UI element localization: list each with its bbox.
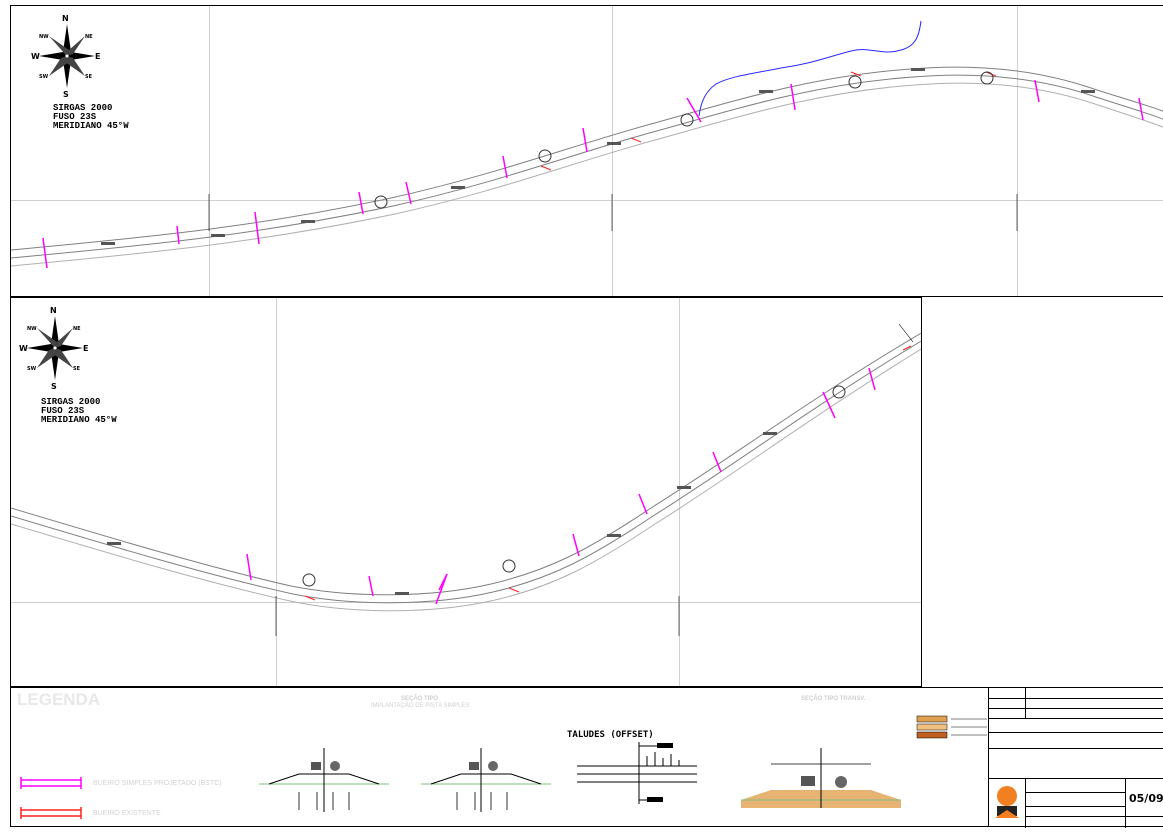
cross-section-1	[259, 748, 389, 812]
datum-line: MERIDIANO 45°W	[53, 121, 129, 131]
compass-west-label: W	[19, 344, 28, 353]
legend-label-culvert-existing: BUEIRO EXISTENTE	[93, 810, 161, 817]
compass-se-label: SE	[73, 366, 81, 372]
legend-panel: LEGENDA BUEIRO SIMPLES PROJETADO (BSTC) …	[10, 687, 1163, 827]
grid-line	[11, 602, 921, 603]
plan-panel-top: N S W E NW NE SW SE SIRGAS 2000 FUSO 23S…	[10, 5, 1163, 297]
compass-nw-label: NW	[39, 34, 49, 40]
datum-line: MERIDIANO 45°W	[41, 415, 117, 425]
compass-ne-label: NE	[73, 326, 81, 332]
north-arrow-compass: N S W E NW NE SW SE	[19, 304, 89, 394]
cross-section-detail	[741, 748, 901, 808]
secao-tipo-title: SEÇÃO TIPO	[401, 696, 439, 702]
culvert-existing-symbol-icon	[20, 807, 82, 819]
legend-label-culvert-projected: BUEIRO SIMPLES PROJETADO (BSTC)	[93, 780, 222, 787]
compass-rose-icon	[27, 316, 83, 380]
datum-line: FUSO 23S	[53, 112, 97, 122]
talude-offset-diagram	[577, 742, 697, 804]
datum-line: SIRGAS 2000	[53, 103, 113, 113]
compass-north-label: N	[50, 306, 57, 315]
grid-line	[1017, 6, 1018, 296]
plan-panel-bottom: N S W E NW NE SW SE SIRGAS 2000 FUSO 23S…	[10, 297, 922, 687]
datum-line: SIRGAS 2000	[41, 397, 101, 407]
compass-nw-label: NW	[27, 326, 37, 332]
grid-line	[612, 6, 613, 296]
compass-east-label: E	[83, 344, 89, 353]
secao-tipo-subtitle: IMPLANTAÇÃO DE PISTA SIMPLES	[371, 703, 470, 709]
pavement-layers-icon	[916, 715, 987, 739]
compass-south-label: S	[63, 90, 69, 99]
compass-north-label: N	[62, 14, 69, 23]
datum-line: FUSO 23S	[41, 406, 85, 416]
culvert-projected-symbol-icon	[20, 777, 82, 789]
datum-label-bottom: SIRGAS 2000 FUSO 23S MERIDIANO 45°W	[41, 398, 117, 425]
north-arrow-compass: N S W E NW NE SW SE	[31, 12, 101, 102]
compass-rose-icon	[39, 24, 95, 88]
compass-sw-label: SW	[39, 74, 49, 80]
legend-title: LEGENDA	[17, 690, 101, 709]
grid-line	[679, 298, 680, 686]
datum-label-top: SIRGAS 2000 FUSO 23S MERIDIANO 45°W	[53, 104, 129, 131]
title-block-rows	[989, 688, 1163, 734]
secao-transversal-title: SEÇÃO TIPO TRANSV.	[801, 696, 866, 702]
cross-section-2	[421, 748, 551, 812]
compass-east-label: E	[95, 52, 101, 61]
sheet-number: 05/09	[1129, 792, 1163, 805]
title-block: 05/09	[988, 687, 1163, 828]
grid-line	[209, 6, 210, 296]
road-plan-top	[11, 20, 1163, 269]
talude-title: TALUDES (OFFSET)	[567, 730, 654, 740]
compass-ne-label: NE	[85, 34, 93, 40]
compass-se-label: SE	[85, 74, 93, 80]
grid-line	[276, 298, 277, 686]
compass-west-label: W	[31, 52, 40, 61]
grid-line	[11, 200, 1163, 201]
compass-sw-label: SW	[27, 366, 37, 372]
road-plan-bottom	[11, 323, 921, 636]
company-logo-icon	[995, 786, 1019, 818]
compass-south-label: S	[51, 382, 57, 391]
